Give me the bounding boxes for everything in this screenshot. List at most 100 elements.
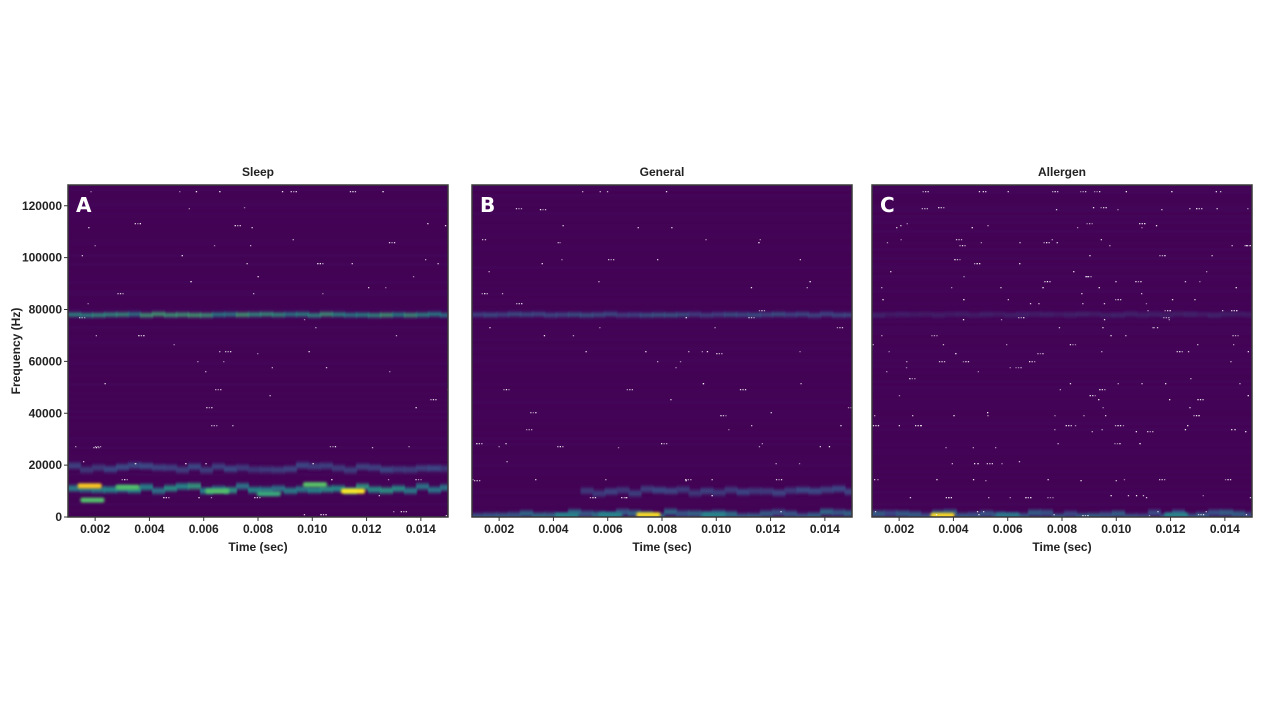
noise-dot [1200,514,1202,516]
texture-row [472,362,852,365]
noise-dot [977,371,979,373]
texture-row [472,344,852,347]
noise-dot [1114,425,1117,427]
texture-row [872,359,1252,362]
texture-row [68,431,448,434]
noise-dot [1122,425,1125,427]
noise-dot [645,351,647,353]
band-segment [544,512,557,517]
band-segment [1112,510,1125,517]
x-tick-label: 0.004 [538,522,568,536]
texture-row [872,320,1252,323]
noise-dot [1020,317,1022,319]
noise-dot [168,497,170,499]
noise-dot [688,351,690,353]
noise-dot [1023,317,1025,319]
noise-dot [799,259,801,261]
texture-row [68,206,448,209]
noise-dot [1168,317,1170,319]
noise-dot [1115,281,1117,283]
noise-dot [890,271,892,273]
band-segment [748,313,761,317]
noise-dot [983,511,985,513]
noise-dot [1153,327,1155,329]
band-segment [272,312,285,317]
texture-row [872,215,1252,218]
noise-dot [758,242,760,244]
band-segment [1196,512,1209,517]
texture-row [68,497,448,500]
noise-dot [319,263,321,265]
texture-row [872,467,1252,470]
band-segment [380,313,393,317]
hotspot [341,488,365,494]
noise-dot [982,191,984,193]
noise-dot [1145,497,1148,499]
noise-dot [1141,227,1143,229]
texture-row [68,362,448,365]
noise-dot [95,447,98,449]
band-segment [1028,509,1041,516]
noise-dot [1007,299,1009,301]
noise-dot [1056,242,1058,244]
band-segment [676,510,689,517]
panel-letter: B [480,193,495,217]
noise-dot [979,263,981,265]
band-segment [1004,313,1017,318]
texture-row [872,404,1252,407]
noise-dot [1037,353,1039,355]
band-segment [496,513,509,517]
band-segment [1016,312,1029,317]
texture-row [872,227,1252,230]
noise-dot [896,227,898,229]
noise-dot [1057,443,1059,445]
texture-row [68,350,448,353]
x-tick-label: 0.006 [993,522,1023,536]
noise-dot [1052,497,1054,499]
noise-dot [758,310,761,312]
noise-dot [1168,319,1170,321]
noise-dot [679,361,682,363]
texture-row [472,305,852,308]
plot-area [68,188,448,517]
noise-dot [99,446,102,448]
texture-row [872,455,1252,458]
x-tick-label: 0.006 [593,522,623,536]
noise-dot [1155,225,1158,227]
texture-row [872,287,1252,290]
noise-dot [739,389,742,391]
band-segment [832,509,845,516]
texture-row [68,269,448,272]
noise-dot [1087,515,1089,517]
noise-dot [557,242,559,244]
band-segment [140,484,153,491]
noise-dot [877,479,879,481]
band-segment [872,510,885,517]
noise-dot [690,479,692,481]
texture-row [68,392,448,395]
noise-dot [886,242,889,244]
band-segment [332,485,345,492]
noise-dot [1081,293,1083,295]
noise-dot [1110,335,1112,337]
noise-dot [334,446,337,448]
noise-dot [165,497,167,499]
band-segment [188,483,201,490]
noise-dot [1074,344,1077,346]
band-segment [356,463,369,470]
noise-dot [626,389,628,391]
noise-dot [1135,431,1137,433]
band-segment [1100,512,1113,517]
band-segment [152,487,165,494]
band-segment [284,487,297,494]
noise-dot [725,415,727,417]
noise-dot [232,425,234,427]
band-segment [956,312,969,317]
texture-row [472,251,852,254]
texture-row [472,404,852,407]
texture-row [472,509,852,512]
band-segment [688,490,702,497]
noise-dot [1144,223,1146,225]
noise-dot [987,412,989,414]
noise-dot [987,415,989,417]
